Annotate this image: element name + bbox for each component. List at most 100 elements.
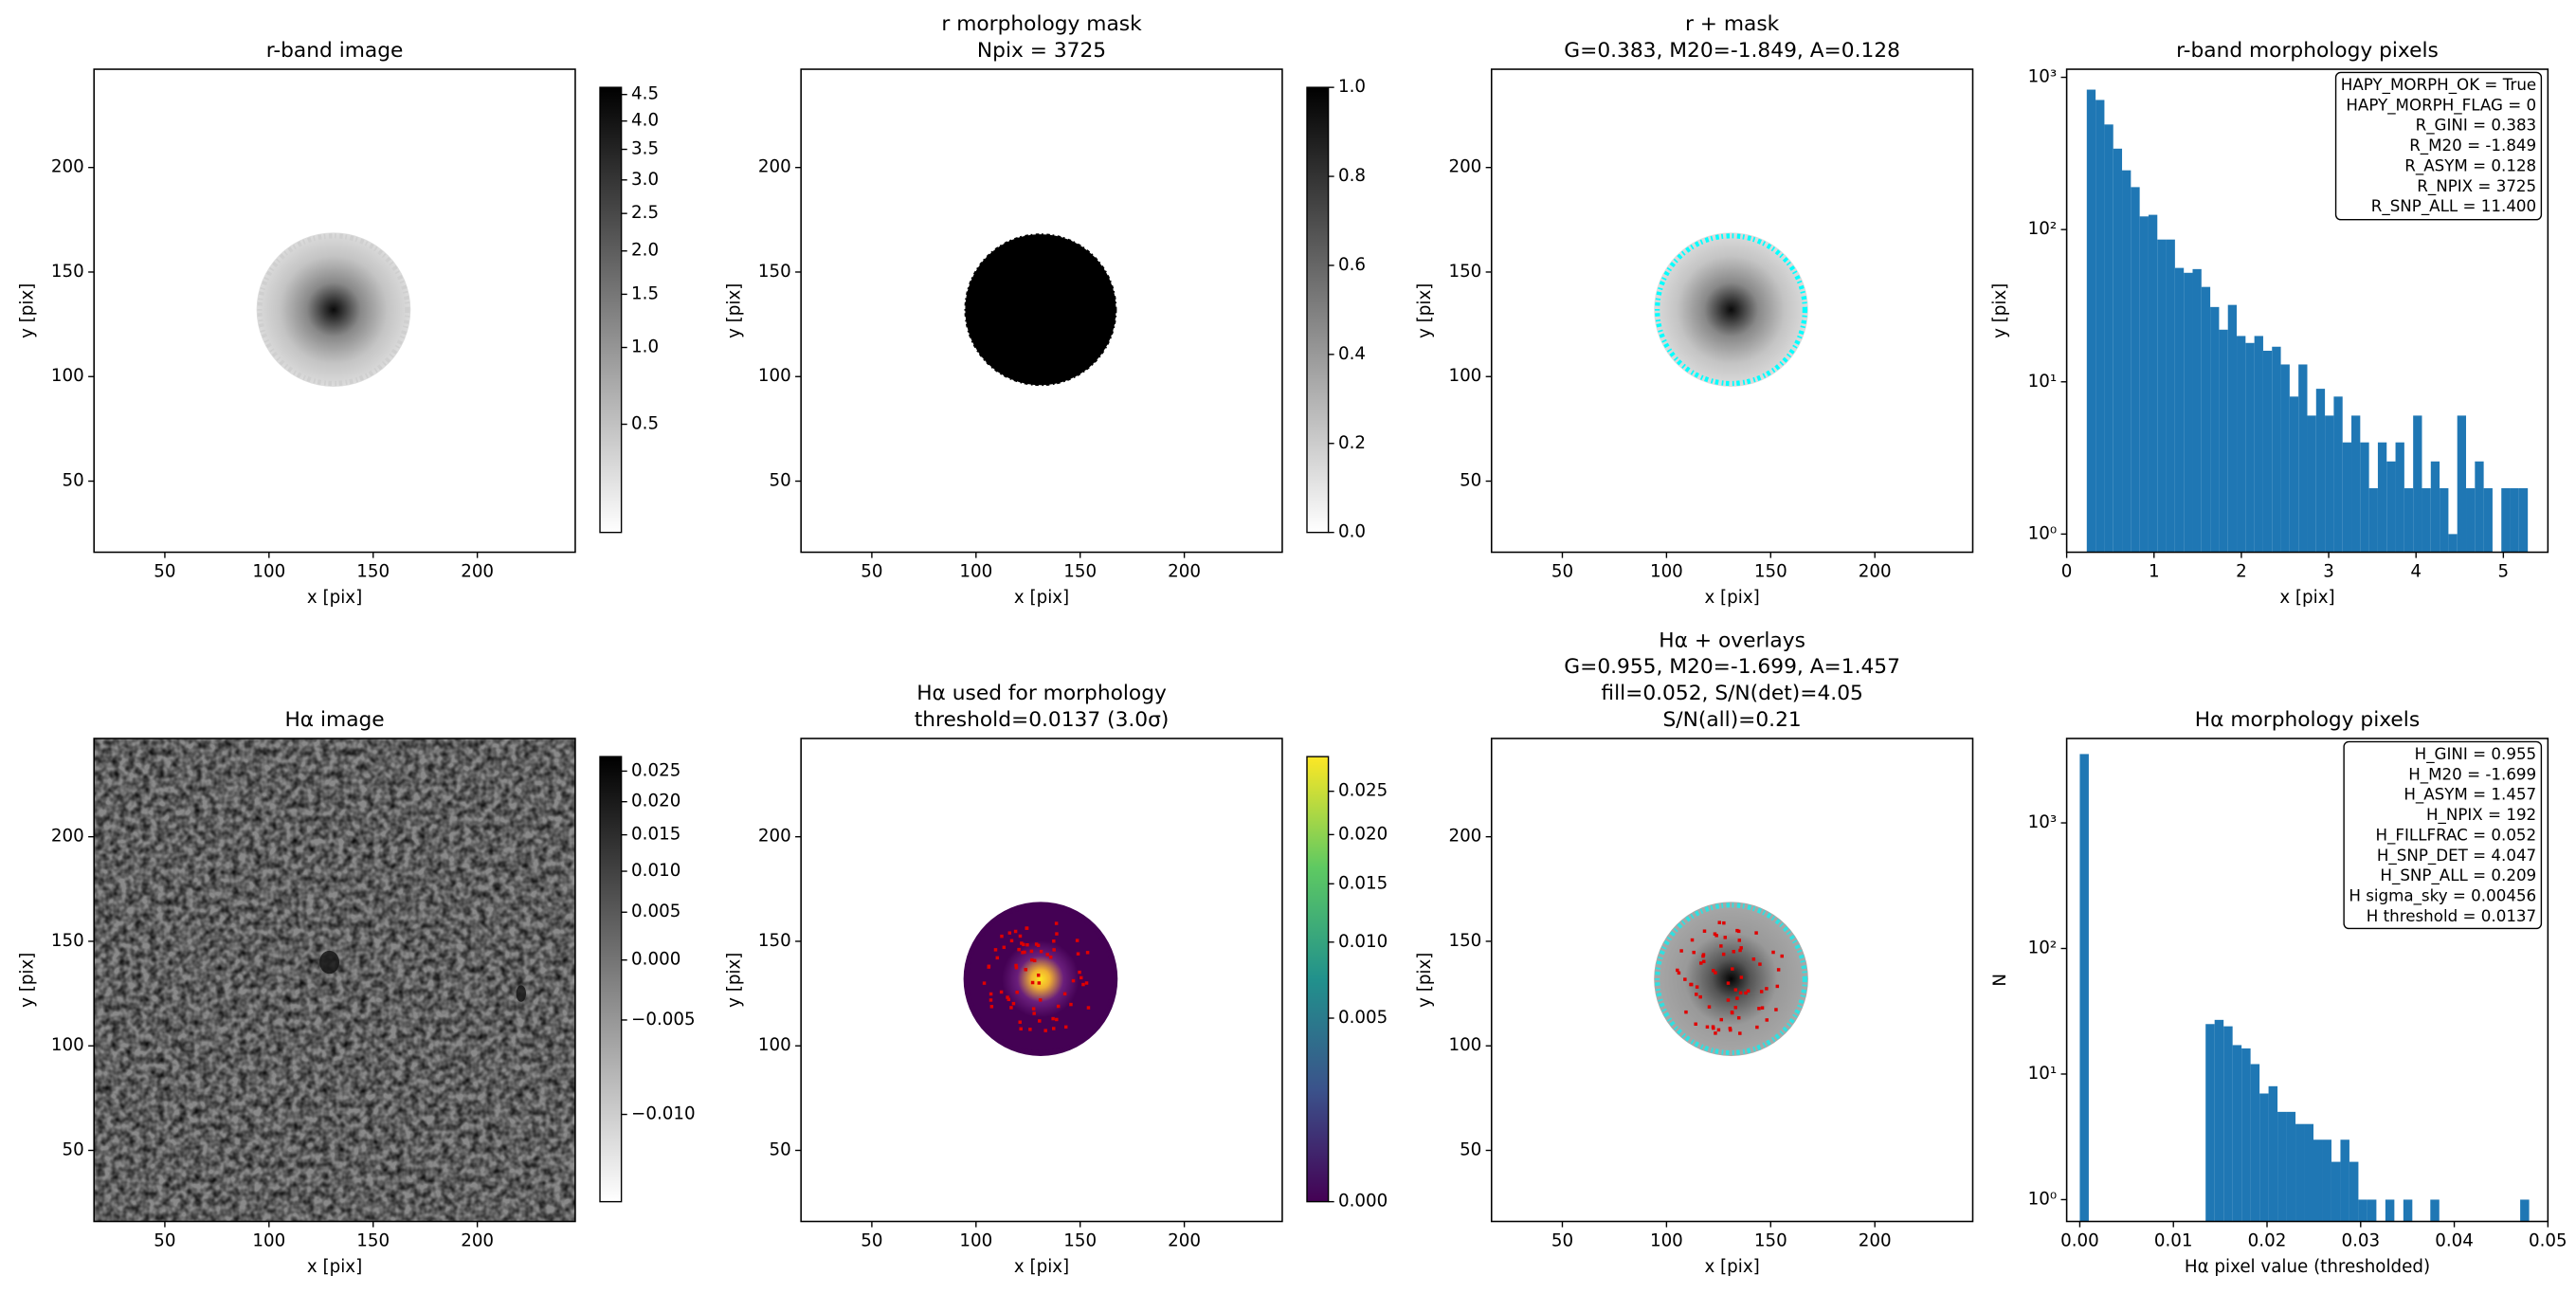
detected-pixel [1015,990,1019,994]
detected-pixel [1034,942,1039,946]
hist-bar [2250,1064,2260,1222]
detected-pixel [1716,1028,1721,1032]
hist-bar [2262,350,2273,553]
detected-pixel [1714,1031,1717,1035]
y-tick-label: 100 [1448,366,1481,386]
hist-bar [2413,415,2422,553]
y-axis-label: y [pix] [18,283,38,338]
detected-pixel [1683,977,1687,981]
chart-title: r-band image [266,39,404,63]
x-tick-label: 0.00 [2060,1230,2099,1250]
detected-pixel [1736,929,1741,934]
colorbar-tick-label: 0.010 [631,861,680,881]
annotation-line: HAPY_MORPH_FLAG = 0 [2346,96,2536,115]
hist-bar [2223,1026,2233,1222]
detected-pixel [1007,931,1012,935]
detected-pixel [1695,993,1698,996]
x-tick-label: 100 [1650,1230,1683,1250]
detected-pixel [1056,1004,1061,1009]
annotation-line: R_M20 = -1.849 [2409,137,2536,155]
detected-pixel [1746,989,1751,993]
detected-pixel [1063,1025,1068,1030]
plot-area [2086,89,2529,553]
colorbar-tick-label: 0.005 [631,902,680,921]
hist-bar [2304,1123,2314,1222]
chart-title: Hα used for morphology [916,682,1167,705]
detected-pixel [995,956,1000,960]
y-tick-label: 10² [2028,939,2058,958]
chart-title: r + mask [1685,12,1780,36]
colorbar-tick-label: 0.000 [631,950,680,970]
hist-bar [2422,488,2431,553]
detected-pixel [1721,952,1726,957]
hist-bar [2192,268,2202,553]
panel: 0 1 2 3 4 5 10⁰ 10¹ 10² 10³ r-band morphology pixe… [1990,39,2549,608]
x-tick-label: 100 [959,1230,992,1250]
colorbar-tick-label: 0.015 [631,825,680,845]
detected-pixel [1775,984,1780,989]
detected-pixel [1030,980,1035,985]
detected-pixel [1086,1006,1091,1010]
detected-pixel [1021,951,1025,955]
x-axis-label: x [pix] [1014,588,1069,608]
x-tick-label: 100 [252,1230,285,1250]
hist-bar [2430,1199,2440,1222]
hist-bar [2079,754,2089,1222]
x-tick-label: 50 [1551,1230,1573,1250]
detected-pixel [1045,953,1049,957]
detected-pixel [1707,1005,1712,1009]
detected-pixel [1037,981,1042,985]
x-axis-label: x [pix] [1704,1257,1759,1277]
hist-bar [2358,1199,2367,1222]
annotation-line: H_M20 = -1.699 [2408,765,2536,784]
hist-bar [2386,461,2396,553]
y-tick-label: 50 [63,1140,84,1160]
detected-pixel [1712,969,1715,973]
axes-frame [93,738,576,1223]
detected-pixel [1007,997,1011,1002]
y-tick-label: 150 [758,931,791,951]
detected-pixel [1017,947,1021,952]
hist-bar [2268,1085,2278,1222]
detected-pixel [1733,988,1738,992]
galaxy [1654,232,1808,387]
y-tick-label: 50 [1460,471,1481,491]
chart-title: fill=0.052, S/N(det)=4.05 [1601,682,1862,705]
colorbar-tick-label: 3.0 [631,170,659,190]
plot-area [964,233,1117,387]
hist-bar [2241,1048,2251,1222]
annotation-line: H_SNP_DET = 4.047 [2377,847,2536,866]
colorbar-tick-label: 0.6 [1338,255,1366,275]
chart-title: threshold=0.0137 (3.0σ) [915,708,1170,732]
colorbar-tick-label: 1.0 [1338,77,1366,97]
hist-bar [2254,336,2263,553]
detected-pixel [1019,1027,1023,1031]
x-tick-label: 200 [1859,1230,1892,1250]
hist-bar [2368,488,2378,553]
detected-pixel [1020,941,1024,945]
detected-pixel [1076,952,1080,956]
x-tick-label: 0.05 [2529,1230,2567,1250]
detected-pixel [1692,950,1696,955]
plot-area [1654,902,1808,1056]
detected-pixel [1032,958,1037,963]
detected-pixel [1736,1015,1741,1020]
annotation-line: H_ASYM = 1.457 [2404,786,2536,805]
hist-bar [2157,239,2167,553]
detected-pixel [1689,982,1693,987]
y-tick-label: 150 [758,262,791,282]
hist-bar [2313,1139,2323,1222]
x-tick-label: 5 [2498,561,2510,581]
colorbar-tick-label: 0.020 [1338,824,1388,844]
detected-pixel [1000,934,1004,939]
hist-bar [2307,415,2316,553]
detected-pixel [1036,943,1041,948]
detected-pixel [1048,955,1053,959]
detected-pixel [1759,990,1764,993]
axes-frame [2065,738,2549,1223]
y-axis-label: y [pix] [1415,953,1435,1008]
x-axis-label: x [pix] [1704,588,1759,608]
hist-bar [2245,342,2255,553]
